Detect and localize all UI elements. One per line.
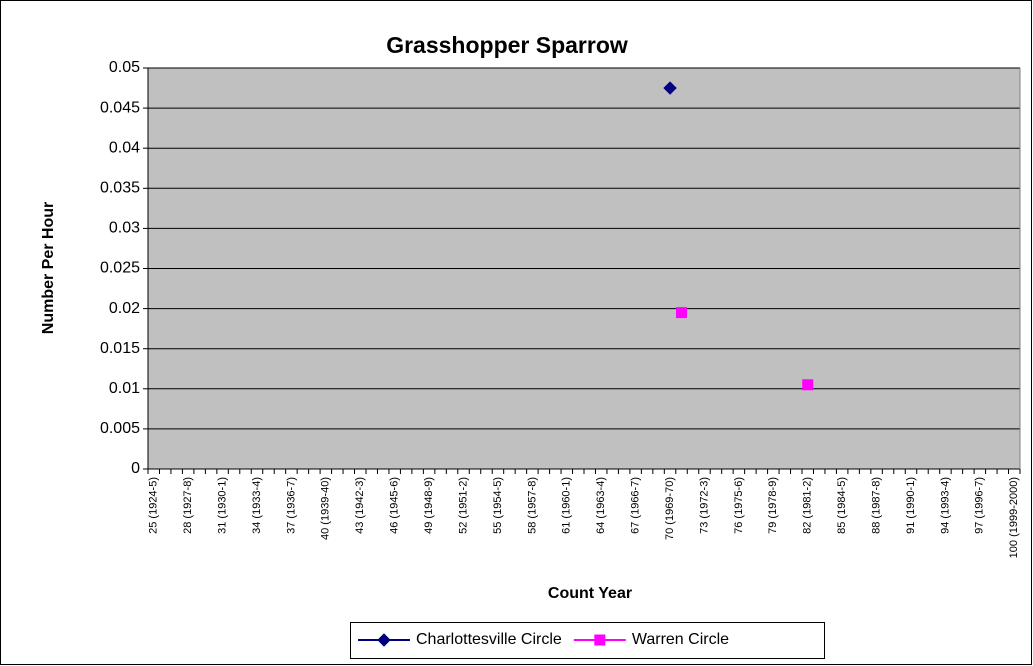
y-tick-label: 0.045 [100, 99, 140, 116]
x-tick-label: 97 (1996-7) [974, 477, 986, 534]
y-tick-label: 0.01 [109, 380, 140, 397]
x-tick-label: 61 (1960-1) [561, 477, 573, 534]
x-tick-label: 82 (1981-2) [802, 477, 814, 534]
y-tick-label: 0.02 [109, 300, 140, 317]
x-tick-label: 37 (1936-7) [285, 477, 297, 534]
legend-marker [594, 634, 606, 646]
data-point [802, 379, 814, 391]
x-tick-label: 91 (1990-1) [905, 477, 917, 534]
y-tick-label: 0.05 [109, 59, 140, 76]
x-tick-label: 55 (1954-5) [492, 477, 504, 534]
y-tick-label: 0.04 [109, 139, 140, 156]
y-tick-label: 0.005 [100, 420, 140, 437]
x-tick-label: 52 (1951-2) [457, 477, 469, 534]
x-tick-label: 34 (1933-4) [251, 477, 263, 534]
x-tick-label: 49 (1948-9) [423, 477, 435, 534]
x-tick-label: 76 (1975-6) [733, 477, 745, 534]
x-tick-label: 73 (1972-3) [698, 477, 710, 534]
x-tick-label: 58 (1957-8) [526, 477, 538, 534]
x-tick-label: 100 (1999-2000) [1008, 477, 1020, 558]
y-tick-label: 0.035 [100, 180, 140, 197]
data-point [663, 81, 677, 95]
y-tick-label: 0.015 [100, 340, 140, 357]
x-axis-title: Count Year [548, 585, 632, 602]
y-axis-title: Number Per Hour [40, 202, 57, 334]
legend-label: Charlottesville Circle [416, 631, 562, 648]
y-tick-label: 0.03 [109, 220, 140, 237]
y-tick-label: 0 [131, 460, 140, 477]
x-tick-label: 67 (1966-7) [630, 477, 642, 534]
x-tick-label: 64 (1963-4) [595, 477, 607, 534]
y-tick-label: 0.025 [100, 260, 140, 277]
x-tick-label: 79 (1978-9) [767, 477, 779, 534]
x-tick-label: 28 (1927-8) [182, 477, 194, 534]
x-tick-label: 25 (1924-5) [148, 477, 160, 534]
x-tick-label: 46 (1945-6) [389, 477, 401, 534]
x-tick-label: 31 (1930-1) [216, 477, 228, 534]
x-tick-label: 43 (1942-3) [354, 477, 366, 534]
legend-label: Warren Circle [632, 631, 729, 648]
chart-title: Grasshopper Sparrow [386, 32, 628, 58]
x-tick-label: 94 (1993-4) [939, 477, 951, 534]
x-tick-label: 85 (1984-5) [836, 477, 848, 534]
legend-marker [377, 633, 391, 647]
data-point [676, 307, 688, 319]
x-tick-label: 40 (1939-40) [320, 477, 332, 540]
x-tick-label: 70 (1969-70) [664, 477, 676, 540]
x-tick-label: 88 (1987-8) [870, 477, 882, 534]
